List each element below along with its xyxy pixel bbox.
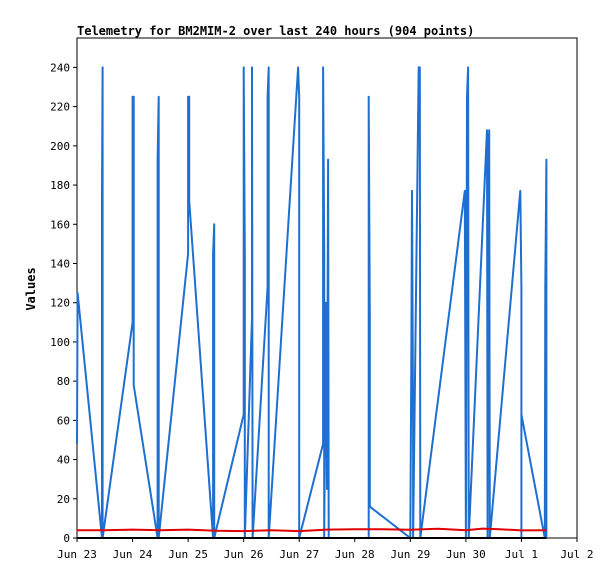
x-tick-label: Jun 26 (224, 548, 264, 561)
y-tick-label: 40 (57, 454, 70, 467)
x-tick-label: Jun 24 (113, 548, 153, 561)
x-tick-label: Jun 28 (335, 548, 375, 561)
x-tick-label: Jul 1 (505, 548, 538, 561)
x-ticks: Jun 23 Jun 24 Jun 25 Jun 26 Jun 27 Jun 28 Jun … (57, 538, 594, 561)
y-tick-label: 180 (50, 179, 70, 192)
y-tick-label: 100 (50, 336, 70, 349)
y-tick-label: 120 (50, 297, 70, 310)
y-tick-label: 240 (50, 61, 70, 74)
series-layer (76, 66, 548, 539)
y-tick-label: 220 (50, 101, 70, 114)
x-tick-label: Jun 30 (446, 548, 486, 561)
y-tick-label: 80 (57, 375, 70, 388)
x-tick-label: Jun 29 (390, 548, 430, 561)
y-ticks: 0 20 40 60 80 100 120 140 160 180 200 220 240 (50, 61, 77, 545)
series-line-1 (76, 66, 548, 539)
y-tick-label: 60 (57, 414, 70, 427)
chart-title: Telemetry for BM2MIM-2 over last 240 hou… (77, 24, 474, 38)
x-tick-label: Jul 2 (560, 548, 593, 561)
y-tick-label: 20 (57, 493, 70, 506)
x-tick-label: Jun 25 (168, 548, 208, 561)
y-axis-label: Values (24, 267, 38, 310)
y-tick-label: 0 (63, 532, 70, 545)
series-line-2 (77, 527, 547, 533)
y-tick-label: 140 (50, 257, 70, 270)
y-tick-label: 160 (50, 218, 70, 231)
x-tick-label: Jun 27 (279, 548, 319, 561)
x-tick-label: Jun 23 (57, 548, 97, 561)
y-tick-label: 200 (50, 140, 70, 153)
